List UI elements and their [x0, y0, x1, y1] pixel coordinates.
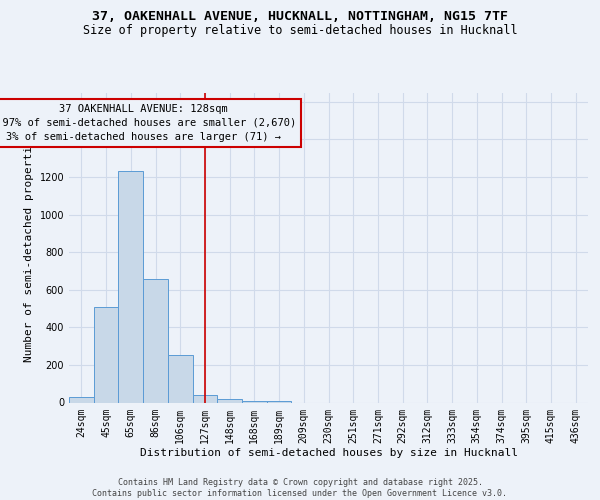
Bar	[118, 172, 143, 402]
Bar	[168, 354, 193, 403]
Text: Size of property relative to semi-detached houses in Hucknall: Size of property relative to semi-detach…	[83, 24, 517, 37]
Bar	[94, 306, 118, 402]
Bar	[267, 400, 292, 402]
Bar	[69, 397, 94, 402]
Bar	[193, 395, 217, 402]
Bar	[143, 278, 168, 402]
Text: Contains HM Land Registry data © Crown copyright and database right 2025.
Contai: Contains HM Land Registry data © Crown c…	[92, 478, 508, 498]
Bar	[217, 398, 242, 402]
Text: 37, OAKENHALL AVENUE, HUCKNALL, NOTTINGHAM, NG15 7TF: 37, OAKENHALL AVENUE, HUCKNALL, NOTTINGH…	[92, 10, 508, 23]
Y-axis label: Number of semi-detached properties: Number of semi-detached properties	[24, 132, 34, 362]
Bar	[242, 400, 267, 402]
X-axis label: Distribution of semi-detached houses by size in Hucknall: Distribution of semi-detached houses by …	[139, 448, 517, 458]
Text: 37 OAKENHALL AVENUE: 128sqm
← 97% of semi-detached houses are smaller (2,670)
3%: 37 OAKENHALL AVENUE: 128sqm ← 97% of sem…	[0, 104, 296, 142]
